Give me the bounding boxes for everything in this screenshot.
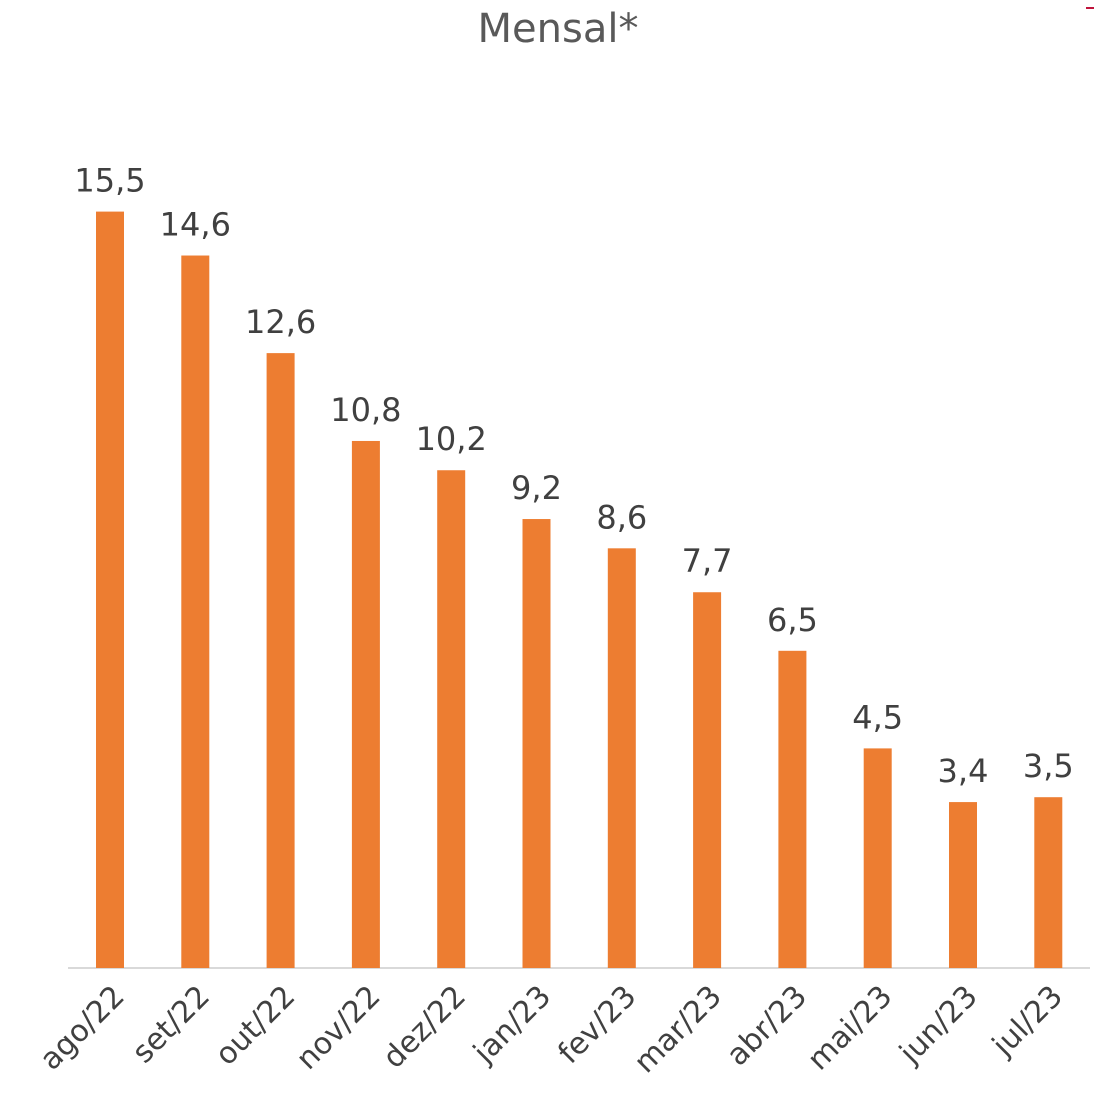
x-tick-label: mai/23 (801, 979, 899, 1077)
bar (437, 470, 466, 968)
x-tick-label: jan/23 (466, 979, 558, 1071)
bar (863, 748, 892, 968)
data-label: 4,5 (852, 698, 903, 736)
data-label: 7,7 (682, 542, 733, 580)
bar (949, 802, 977, 968)
bar (693, 592, 722, 968)
data-label: 6,5 (767, 601, 818, 639)
data-label: 14,6 (160, 206, 231, 244)
x-tick-label: set/22 (126, 979, 217, 1070)
bar (266, 353, 295, 968)
x-tick-label: mar/23 (627, 979, 728, 1080)
bar (351, 440, 380, 969)
bar (522, 519, 551, 968)
x-tick-label: jun/23 (892, 979, 984, 1071)
x-tick-label: ago/22 (33, 979, 131, 1077)
data-label: 12,6 (245, 303, 316, 341)
data-label: 15,5 (74, 162, 145, 200)
data-label: 3,5 (1023, 747, 1074, 785)
x-tick-label: jul/23 (985, 979, 1070, 1064)
data-label: 10,8 (330, 391, 401, 429)
chart-title: Mensal* (478, 6, 639, 52)
data-label: 10,2 (416, 420, 487, 458)
bar (96, 211, 124, 969)
bar (778, 650, 807, 968)
bar (607, 548, 636, 968)
x-tick-label: dez/22 (376, 979, 473, 1076)
data-label: 8,6 (596, 498, 647, 536)
x-tick-label: out/22 (209, 979, 303, 1073)
x-tick-label: nov/22 (290, 979, 388, 1077)
x-tick-label: abr/23 (720, 979, 814, 1073)
bar (181, 255, 210, 968)
data-label: 3,4 (938, 752, 989, 790)
bar (1034, 797, 1063, 968)
data-label: 9,2 (511, 469, 562, 507)
